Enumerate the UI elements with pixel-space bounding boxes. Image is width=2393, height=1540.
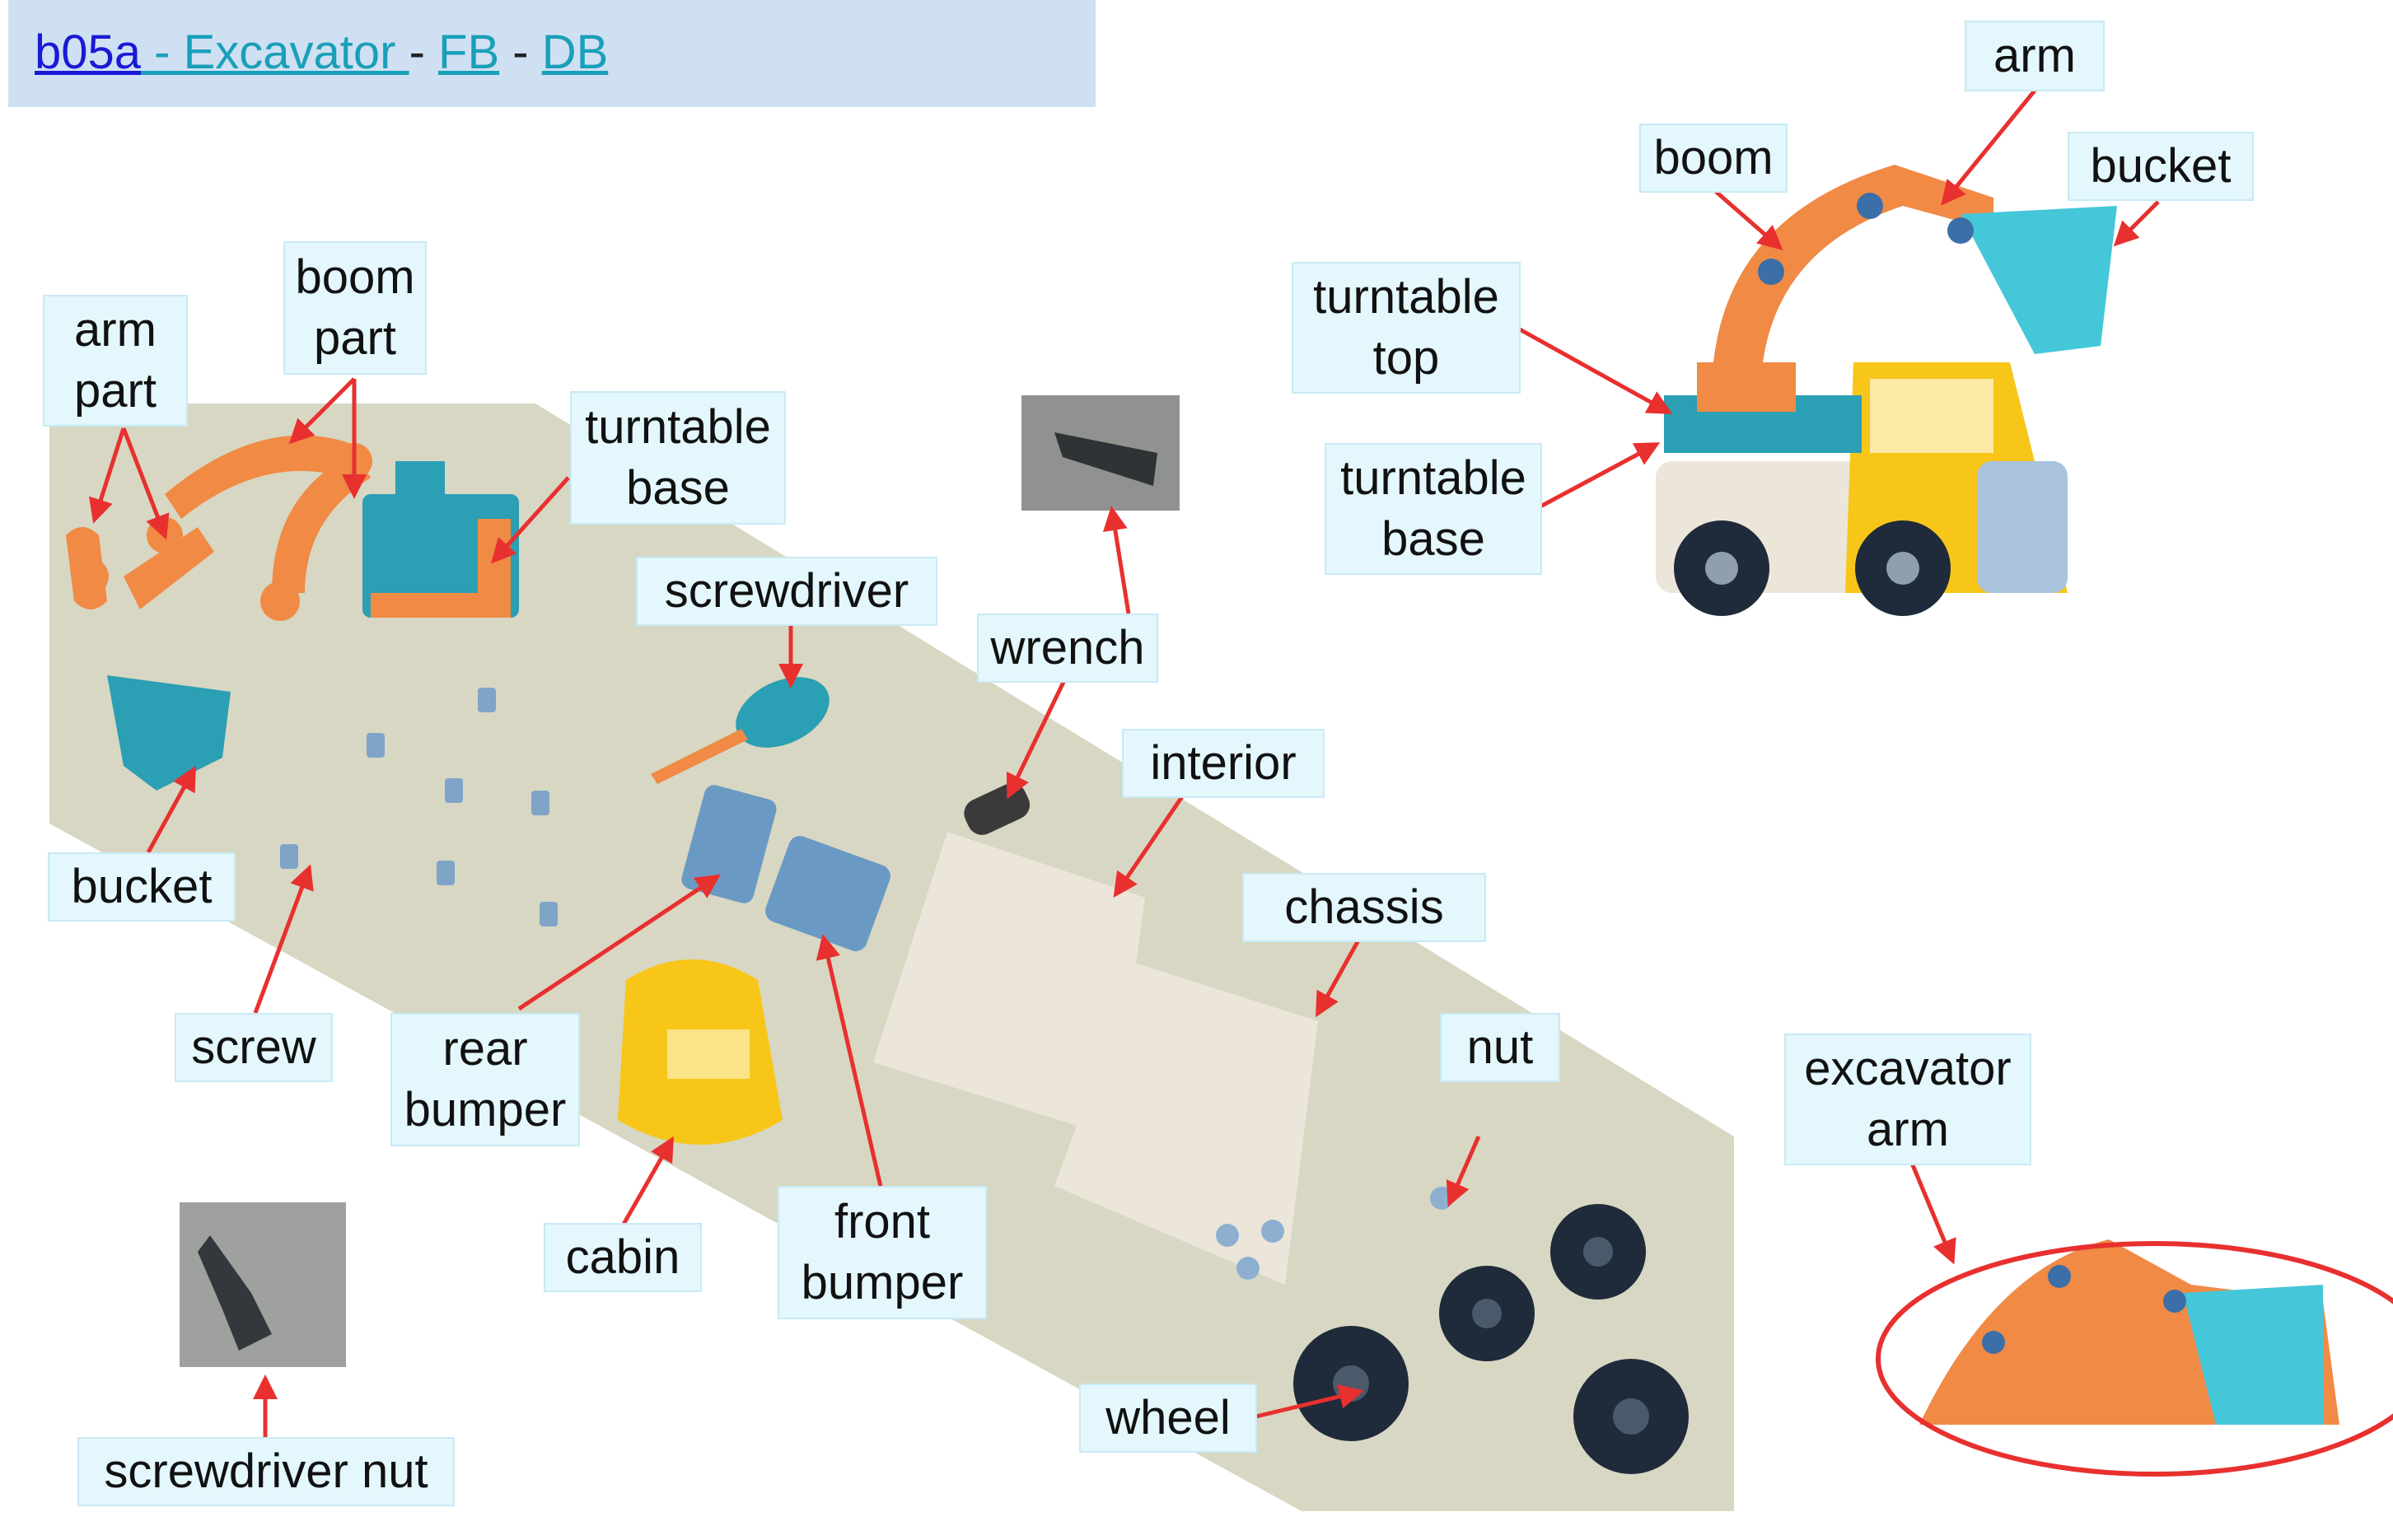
turntable-base-label-right: turntable base — [1325, 443, 1542, 575]
parts-mat — [49, 404, 1734, 1511]
header-bar: b05a - Excavator - FB - DB — [8, 0, 1096, 107]
arm-part-label: arm part — [43, 295, 188, 427]
cabin-label: cabin — [544, 1223, 702, 1292]
interior-part — [873, 832, 1145, 1136]
code-link[interactable]: b05a — [35, 26, 142, 79]
bucket-label: bucket — [48, 852, 236, 922]
arm-label: arm — [1965, 21, 2105, 91]
turntable-top-label: turntable top — [1292, 262, 1521, 394]
front-bumper-label: front bumper — [778, 1186, 987, 1319]
excavator-arm-outline — [1876, 1241, 2393, 1477]
boom-part-label: boom part — [283, 241, 427, 375]
rear-bumper-label: rear bumper — [390, 1013, 580, 1146]
wrench-label: wrench — [977, 614, 1158, 683]
title-link[interactable]: - Excavator — [141, 26, 409, 79]
screws — [280, 688, 558, 926]
fb-link[interactable]: FB — [438, 26, 500, 79]
wheel-label: wheel — [1079, 1384, 1257, 1453]
separator: - — [499, 26, 542, 79]
bucket-label-right: bucket — [2068, 132, 2254, 201]
arm-parts — [66, 517, 214, 609]
db-link[interactable]: DB — [541, 26, 609, 79]
excavator-arm-detail — [1874, 1239, 2393, 1477]
chassis-part — [1054, 964, 1318, 1285]
screwdriver-nut-label: screwdriver nut — [77, 1437, 455, 1506]
bucket-part — [107, 675, 231, 791]
boom-label: boom — [1639, 124, 1788, 193]
nut-label: nut — [1440, 1013, 1560, 1082]
rear-bumper-part — [681, 785, 777, 903]
chassis-label: chassis — [1242, 873, 1486, 942]
screw-label: screw — [175, 1013, 333, 1082]
front-bumper-part — [765, 836, 890, 951]
header-links: b05a - Excavator - FB - DB — [35, 25, 608, 80]
turntable-base-label: turntable base — [570, 391, 786, 525]
annotation-arrows — [88, 89, 2160, 1437]
interior-label: interior — [1122, 729, 1325, 798]
screwdriver-part — [651, 677, 830, 784]
screwdriver-label: screwdriver — [636, 557, 937, 626]
screwdriver-nut-thumbnail — [180, 1202, 346, 1367]
turntable-base-part — [362, 461, 519, 618]
assembled-excavator — [1656, 165, 2117, 616]
separator: - — [409, 26, 439, 79]
excavator-arm-label: excavator arm — [1784, 1034, 2031, 1165]
